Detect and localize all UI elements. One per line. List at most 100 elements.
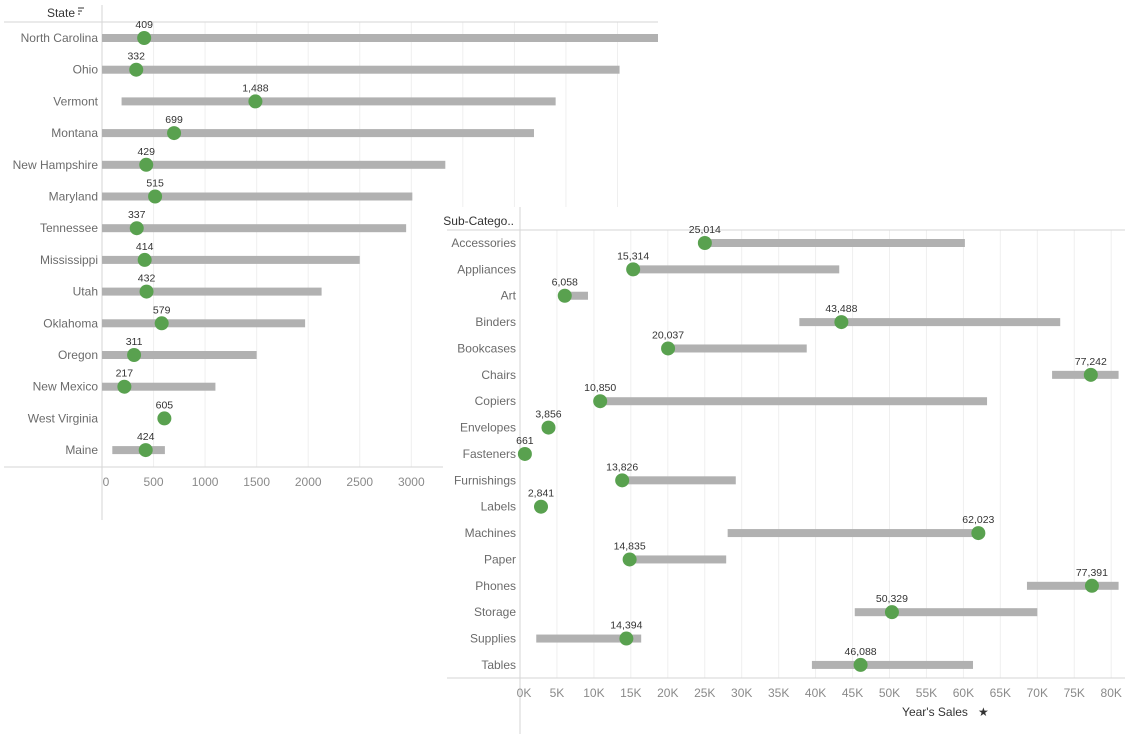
category-label[interactable]: Montana — [51, 126, 98, 140]
data-label: 15,314 — [617, 250, 649, 262]
tick-label: 20K — [657, 686, 678, 700]
value-dot[interactable] — [154, 316, 169, 331]
range-bar[interactable] — [102, 224, 407, 233]
value-dot[interactable] — [615, 473, 630, 488]
category-label[interactable]: Supplies — [470, 632, 516, 646]
category-label[interactable]: Paper — [484, 552, 516, 566]
value-dot[interactable] — [593, 394, 608, 409]
data-label: 14,394 — [610, 620, 642, 632]
category-label[interactable]: Labels — [481, 500, 516, 514]
range-bar[interactable] — [121, 97, 556, 106]
category-label[interactable]: Fasteners — [463, 447, 516, 461]
category-label[interactable]: Storage — [474, 605, 516, 619]
value-dot[interactable] — [533, 499, 548, 514]
value-dot[interactable] — [137, 31, 152, 45]
category-label[interactable]: Chairs — [481, 368, 516, 382]
category-label[interactable]: New Mexico — [33, 380, 99, 394]
range-bar[interactable] — [811, 660, 974, 669]
value-dot[interactable] — [541, 420, 556, 435]
value-dot[interactable] — [517, 446, 532, 461]
category-label[interactable]: Utah — [73, 285, 98, 299]
range-bar[interactable] — [799, 318, 1061, 327]
category-label[interactable]: Tennessee — [40, 221, 98, 235]
value-dot[interactable] — [139, 157, 154, 172]
value-dot[interactable] — [129, 62, 144, 77]
category-label[interactable]: Oklahoma — [43, 316, 98, 330]
range-bar[interactable] — [668, 344, 807, 353]
category-label[interactable]: Mississippi — [40, 253, 98, 267]
x-axis-title[interactable]: Year's Sales — [902, 705, 968, 719]
range-bar[interactable] — [102, 255, 360, 264]
range-bar[interactable] — [102, 65, 620, 74]
category-label[interactable]: North Carolina — [21, 31, 99, 45]
value-dot[interactable] — [697, 236, 712, 250]
range-bar[interactable] — [633, 265, 840, 274]
value-dot[interactable] — [127, 348, 142, 362]
range-bar[interactable] — [102, 287, 322, 296]
range-bar[interactable] — [102, 129, 534, 138]
category-label[interactable]: West Virginia — [28, 411, 99, 425]
category-label[interactable]: Art — [501, 289, 517, 303]
category-label[interactable]: Tables — [481, 658, 516, 672]
range-bar[interactable] — [102, 192, 413, 201]
category-label[interactable]: Maryland — [49, 190, 98, 204]
category-label[interactable]: Oregon — [58, 348, 98, 362]
value-dot[interactable] — [884, 605, 899, 620]
tick-label: 30K — [731, 686, 752, 700]
sort-descending-icon[interactable] — [78, 7, 84, 15]
category-label[interactable]: New Hampshire — [13, 158, 99, 172]
range-bar[interactable] — [112, 446, 165, 455]
tick-label: 35K — [768, 686, 789, 700]
pin-icon[interactable]: ★ — [978, 705, 989, 719]
value-dot[interactable] — [117, 379, 132, 394]
range-bar[interactable] — [622, 476, 736, 485]
value-dot[interactable] — [971, 526, 986, 541]
value-dot[interactable] — [557, 288, 572, 303]
value-dot[interactable] — [138, 443, 153, 458]
value-dot[interactable] — [139, 284, 154, 299]
category-label[interactable]: Accessories — [451, 236, 516, 250]
range-bar[interactable] — [564, 291, 588, 300]
range-bar[interactable] — [536, 634, 642, 643]
category-label[interactable]: Binders — [475, 315, 516, 329]
value-dot[interactable] — [626, 262, 641, 277]
data-label: 414 — [136, 241, 154, 253]
range-bar[interactable] — [727, 529, 982, 538]
range-bar[interactable] — [629, 555, 727, 564]
value-dot[interactable] — [129, 221, 144, 236]
value-dot[interactable] — [622, 552, 637, 567]
value-dot[interactable] — [661, 341, 676, 356]
range-bar[interactable] — [600, 397, 988, 406]
data-label: 579 — [153, 304, 171, 316]
range-bar[interactable] — [102, 351, 257, 359]
category-label[interactable]: Appliances — [457, 262, 516, 276]
range-bar[interactable] — [102, 160, 446, 169]
value-dot[interactable] — [248, 94, 263, 109]
value-dot[interactable] — [137, 252, 152, 267]
value-dot[interactable] — [148, 189, 163, 204]
category-label[interactable]: Furnishings — [454, 473, 516, 487]
value-dot[interactable] — [619, 631, 634, 646]
value-dot[interactable] — [167, 126, 182, 141]
category-label[interactable]: Vermont — [53, 94, 98, 108]
value-dot[interactable] — [1083, 367, 1098, 382]
category-label[interactable]: Machines — [465, 526, 516, 540]
category-label[interactable]: Envelopes — [460, 421, 516, 435]
category-label[interactable]: Phones — [475, 579, 516, 593]
value-dot[interactable] — [157, 411, 172, 426]
range-bar[interactable] — [102, 34, 658, 42]
value-dot[interactable] — [1084, 578, 1099, 593]
column-header[interactable]: Sub-Catego.. — [443, 214, 514, 228]
range-bar[interactable] — [704, 239, 965, 247]
value-dot[interactable] — [834, 315, 849, 330]
range-bar[interactable] — [102, 382, 216, 391]
range-bar[interactable] — [1026, 581, 1119, 590]
value-dot[interactable] — [853, 657, 868, 672]
category-label[interactable]: Bookcases — [457, 341, 516, 355]
category-label[interactable]: Ohio — [73, 63, 99, 77]
range-bar[interactable] — [854, 608, 1038, 617]
column-header[interactable]: State — [47, 6, 75, 20]
range-bar[interactable] — [102, 319, 306, 328]
category-label[interactable]: Copiers — [475, 394, 516, 408]
category-label[interactable]: Maine — [65, 443, 98, 457]
